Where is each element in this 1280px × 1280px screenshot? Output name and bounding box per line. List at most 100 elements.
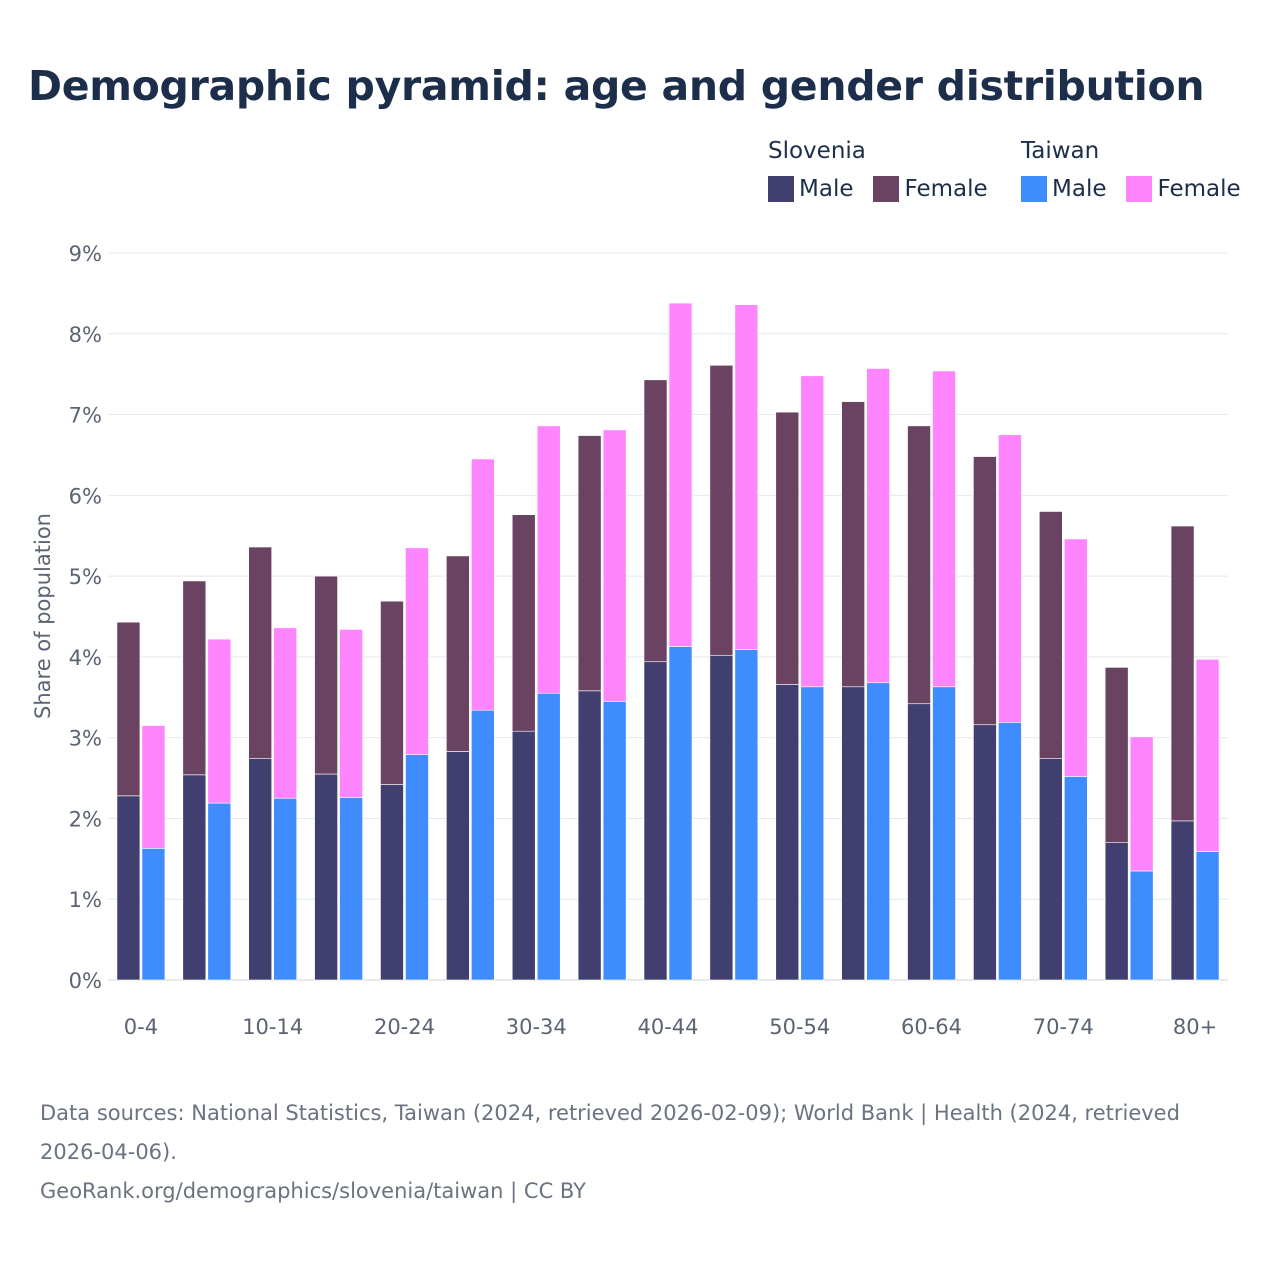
legend-label: Male [1052,176,1107,202]
bar-slovenia-male[interactable] [709,654,734,981]
bar-taiwan-female[interactable] [1129,736,1154,872]
x-tick-label: 0-4 [124,1015,158,1039]
chart-plot: 0% 1% 2% 3% 4% 5% 6% 7% 8% 9% 0-4 10-14 20-24 30-34 4… [31,242,1228,1039]
credit-link[interactable]: GeoRank.org/demographics/slovenia/taiwan… [40,1179,586,1203]
y-tick-label: 3% [69,727,102,751]
bar-slovenia-male[interactable] [1104,842,1129,981]
bar-taiwan-female[interactable] [339,629,363,798]
bar-taiwan-male[interactable] [866,682,890,981]
data-sources: Data sources: National Statistics, Taiwa… [40,1101,1180,1164]
bar-taiwan-male[interactable] [800,686,825,981]
bar-taiwan-female[interactable] [471,458,495,711]
bar-taiwan-male[interactable] [405,754,429,981]
bar-slovenia-male[interactable] [314,773,338,981]
bar-slovenia-male[interactable] [116,795,141,981]
bar-taiwan-female[interactable] [1063,538,1088,777]
bar-slovenia-female[interactable] [380,600,404,785]
bar-taiwan-female[interactable] [602,429,627,702]
bar-taiwan-female[interactable] [734,304,759,650]
bar-taiwan-female[interactable] [866,368,890,684]
bar-slovenia-male[interactable] [841,686,865,981]
bar-slovenia-female[interactable] [1038,511,1063,759]
bar-slovenia-male[interactable] [446,751,470,981]
bar-taiwan-male[interactable] [1129,870,1154,981]
bar-taiwan-male[interactable] [141,848,166,981]
y-tick-label: 1% [69,888,102,912]
bar-slovenia-male[interactable] [973,724,997,981]
bar-slovenia-female[interactable] [841,401,865,688]
bar-slovenia-male[interactable] [1038,758,1063,981]
bar-taiwan-female[interactable] [536,425,561,694]
bar-slovenia-male[interactable] [577,690,602,981]
bar-taiwan-male[interactable] [1195,851,1220,981]
bar-slovenia-female[interactable] [1104,667,1129,843]
bar-slovenia-male[interactable] [775,684,800,981]
bars [116,302,1220,981]
bar-slovenia-male[interactable] [182,774,207,981]
legend-item-slovenia-female[interactable]: Female [873,176,988,202]
bar-taiwan-female[interactable] [998,434,1022,723]
bar-slovenia-female[interactable] [182,580,207,776]
bar-taiwan-male[interactable] [602,701,627,981]
legend-group-taiwan: Taiwan Male Female [1021,138,1241,202]
legend-label: Male [799,176,854,202]
bar-taiwan-male[interactable] [207,802,232,981]
y-tick-label: 4% [69,646,102,670]
legend-group-slovenia: Slovenia Male Female [768,138,988,202]
bar-slovenia-female[interactable] [643,379,668,663]
bar-slovenia-female[interactable] [775,411,800,685]
bar-taiwan-female[interactable] [405,547,429,755]
bar-slovenia-female[interactable] [511,514,536,732]
bar-slovenia-female[interactable] [248,546,273,759]
bar-taiwan-female[interactable] [207,638,232,804]
bar-taiwan-male[interactable] [471,709,495,981]
bar-taiwan-male[interactable] [998,722,1022,981]
x-tick-label: 70-74 [1033,1015,1094,1039]
bar-slovenia-female[interactable] [116,621,141,797]
bar-slovenia-female[interactable] [577,435,602,692]
legend-item-taiwan-female[interactable]: Female [1126,176,1241,202]
bar-taiwan-female[interactable] [141,725,166,849]
bar-slovenia-female[interactable] [314,575,338,775]
bar-slovenia-male[interactable] [380,784,404,981]
bar-slovenia-male[interactable] [511,730,536,981]
y-tick-label: 8% [69,323,102,347]
bar-slovenia-female[interactable] [1170,525,1195,822]
bar-taiwan-male[interactable] [932,686,956,981]
bar-taiwan-male[interactable] [1063,776,1088,981]
bar-taiwan-male[interactable] [273,797,298,981]
bar-slovenia-male[interactable] [643,661,668,981]
bar-slovenia-female[interactable] [709,364,734,656]
legend-item-slovenia-male[interactable]: Male [768,176,853,202]
bar-slovenia-female[interactable] [973,456,997,726]
bar-taiwan-male[interactable] [339,797,363,981]
bar-taiwan-female[interactable] [1195,659,1220,852]
y-tick-label: 9% [69,242,102,266]
x-tick-label: 20-24 [374,1015,435,1039]
legend-group-title: Slovenia [768,138,866,164]
y-tick-label: 2% [69,807,102,831]
x-tick-label: 80+ [1173,1015,1217,1039]
footer: Data sources: National Statistics, Taiwa… [40,1094,1240,1211]
bar-taiwan-female[interactable] [668,302,693,647]
bar-slovenia-male[interactable] [248,758,273,981]
bar-slovenia-female[interactable] [446,555,470,752]
bar-taiwan-female[interactable] [273,627,298,799]
x-tick-label: 60-64 [901,1015,962,1039]
bar-slovenia-male[interactable] [1170,820,1195,981]
bar-taiwan-male[interactable] [536,692,561,981]
y-tick-label: 6% [69,484,102,508]
x-tick-label: 40-44 [637,1015,698,1039]
legend-label: Female [904,176,988,202]
bar-taiwan-male[interactable] [668,646,693,981]
bar-slovenia-male[interactable] [907,703,931,981]
legend-swatch [1021,176,1047,202]
bar-taiwan-female[interactable] [932,370,956,688]
x-tick-label: 30-34 [506,1015,567,1039]
bar-taiwan-male[interactable] [734,649,759,981]
y-axis-label: Share of population [31,513,55,719]
legend-group-title: Taiwan [1021,138,1100,164]
legend-item-taiwan-male[interactable]: Male [1021,176,1106,202]
bar-taiwan-female[interactable] [800,375,825,688]
bar-slovenia-female[interactable] [907,425,931,705]
